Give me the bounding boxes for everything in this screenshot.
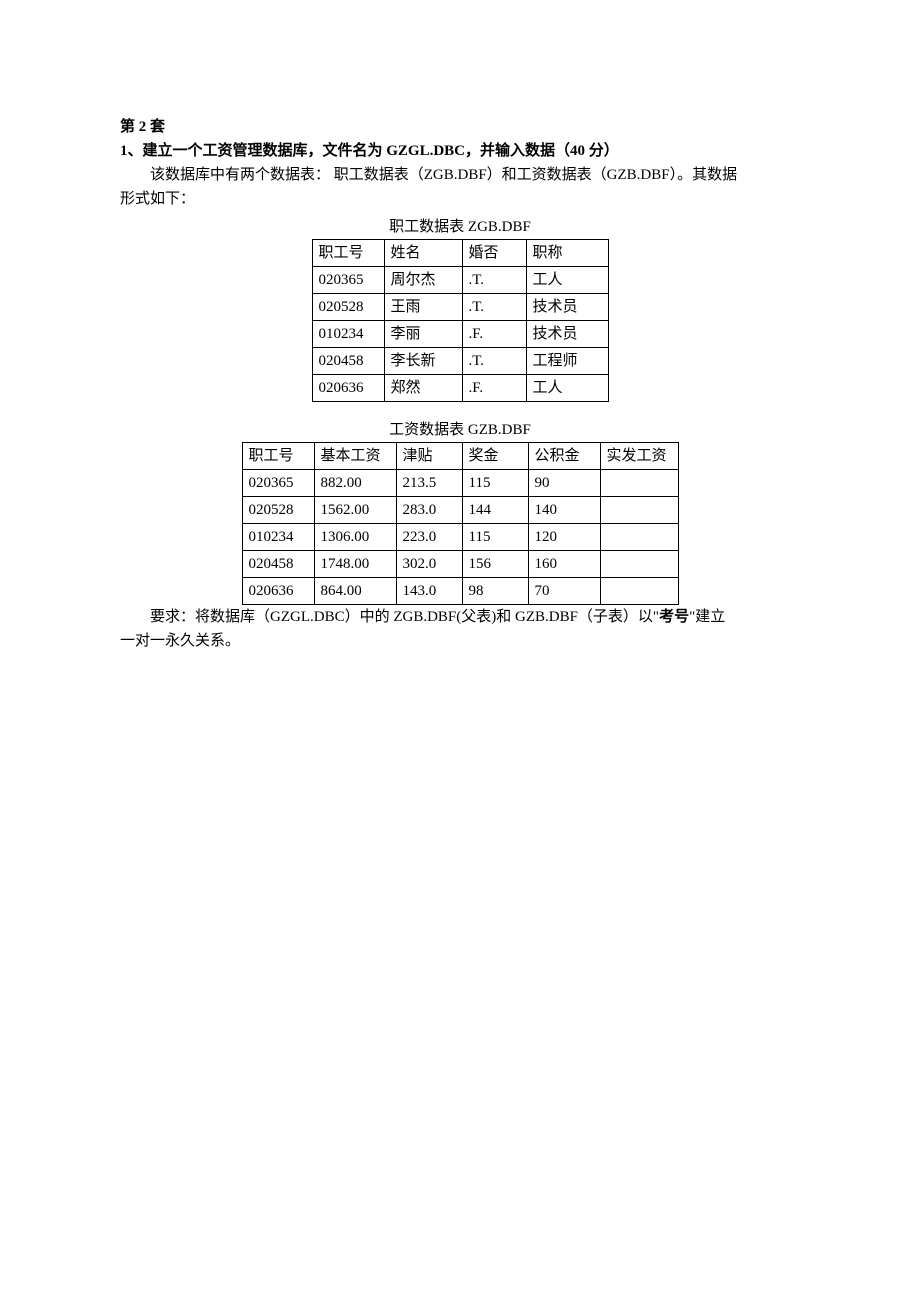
footer-pre: 要求：将数据库（GZGL.DBC）中的 ZGB.DBF(父表)和 GZB.DBF…	[150, 609, 659, 625]
footer-bold: 考号	[659, 609, 689, 625]
paragraph-intro: 该数据库中有两个数据表： 职工数据表（ZGB.DBF）和工资数据表（GZB.DB…	[120, 163, 800, 211]
table-header-cell: 婚否	[462, 240, 526, 267]
table-row: 010234 李丽 .F. 技术员	[312, 321, 608, 348]
table-cell: 283.0	[396, 497, 462, 524]
table-cell: 98	[462, 578, 528, 605]
table-cell: 020458	[312, 348, 384, 375]
table-cell: 1562.00	[314, 497, 396, 524]
table-row: 020528 1562.00 283.0 144 140	[242, 497, 678, 524]
table-cell: .T.	[462, 348, 526, 375]
table-cell: 020528	[242, 497, 314, 524]
table-cell: 1306.00	[314, 524, 396, 551]
table-cell	[600, 470, 678, 497]
table-cell: 工人	[526, 375, 608, 402]
table-cell: 90	[528, 470, 600, 497]
table-cell: 120	[528, 524, 600, 551]
table-row: 010234 1306.00 223.0 115 120	[242, 524, 678, 551]
table-cell: 郑然	[384, 375, 462, 402]
table-cell: 020458	[242, 551, 314, 578]
table-cell: 工程师	[526, 348, 608, 375]
table-cell: 技术员	[526, 294, 608, 321]
table-cell: 882.00	[314, 470, 396, 497]
footer-line1: 要求：将数据库（GZGL.DBC）中的 ZGB.DBF(父表)和 GZB.DBF…	[120, 605, 725, 629]
table-header-cell: 职工号	[242, 443, 314, 470]
table-cell	[600, 524, 678, 551]
table-cell: 李丽	[384, 321, 462, 348]
table-cell	[600, 497, 678, 524]
table-row: 020458 李长新 .T. 工程师	[312, 348, 608, 375]
table-row: 职工号 姓名 婚否 职称	[312, 240, 608, 267]
paragraph-intro-line1: 该数据库中有两个数据表： 职工数据表（ZGB.DBF）和工资数据表（GZB.DB…	[120, 163, 737, 187]
table-row: 020636 864.00 143.0 98 70	[242, 578, 678, 605]
table-cell: 140	[528, 497, 600, 524]
heading-task: 1、建立一个工资管理数据库，文件名为 GZGL.DBC，并输入数据（40 分）	[120, 139, 800, 163]
table-header-cell: 公积金	[528, 443, 600, 470]
table-cell: 70	[528, 578, 600, 605]
table-cell: 020636	[242, 578, 314, 605]
table-cell: 010234	[242, 524, 314, 551]
table-cell: 020365	[242, 470, 314, 497]
table-row: 020365 882.00 213.5 115 90	[242, 470, 678, 497]
table-cell: 115	[462, 524, 528, 551]
table-cell: 1748.00	[314, 551, 396, 578]
table-header-cell: 津贴	[396, 443, 462, 470]
table-cell: 302.0	[396, 551, 462, 578]
table-row: 020636 郑然 .F. 工人	[312, 375, 608, 402]
table-header-cell: 基本工资	[314, 443, 396, 470]
table-cell: 李长新	[384, 348, 462, 375]
table-row: 020528 王雨 .T. 技术员	[312, 294, 608, 321]
table-cell: 技术员	[526, 321, 608, 348]
table-header-cell: 奖金	[462, 443, 528, 470]
table-cell: 160	[528, 551, 600, 578]
table-row: 020365 周尔杰 .T. 工人	[312, 267, 608, 294]
table-cell: 周尔杰	[384, 267, 462, 294]
table-header-cell: 职称	[526, 240, 608, 267]
table-cell: 020365	[312, 267, 384, 294]
table-cell: .F.	[462, 321, 526, 348]
table-cell	[600, 578, 678, 605]
footer-paragraph: 要求：将数据库（GZGL.DBC）中的 ZGB.DBF(父表)和 GZB.DBF…	[120, 605, 800, 653]
heading-set: 第 2 套	[120, 115, 800, 139]
table-cell: 864.00	[314, 578, 396, 605]
table-cell: 020528	[312, 294, 384, 321]
table-row: 职工号 基本工资 津贴 奖金 公积金 实发工资	[242, 443, 678, 470]
table-cell: 010234	[312, 321, 384, 348]
table-cell: .F.	[462, 375, 526, 402]
table-cell: 213.5	[396, 470, 462, 497]
table-header-cell: 实发工资	[600, 443, 678, 470]
footer-line2: 一对一永久关系。	[120, 633, 240, 649]
table-zgb: 职工号 姓名 婚否 职称 020365 周尔杰 .T. 工人 020528 王雨…	[312, 239, 609, 402]
table-cell: 王雨	[384, 294, 462, 321]
table-cell: 223.0	[396, 524, 462, 551]
table2-title: 工资数据表 GZB.DBF	[120, 418, 800, 442]
table-cell: .T.	[462, 294, 526, 321]
table-cell: 156	[462, 551, 528, 578]
table-cell: 工人	[526, 267, 608, 294]
table-cell	[600, 551, 678, 578]
table-header-cell: 职工号	[312, 240, 384, 267]
footer-post: "建立	[689, 609, 725, 625]
table-cell: 020636	[312, 375, 384, 402]
paragraph-intro-line2: 形式如下：	[120, 191, 195, 207]
table-cell: 143.0	[396, 578, 462, 605]
table-cell: 144	[462, 497, 528, 524]
table-cell: .T.	[462, 267, 526, 294]
table-gzb: 职工号 基本工资 津贴 奖金 公积金 实发工资 020365 882.00 21…	[242, 442, 679, 605]
table1-title: 职工数据表 ZGB.DBF	[120, 215, 800, 239]
table-header-cell: 姓名	[384, 240, 462, 267]
table-cell: 115	[462, 470, 528, 497]
table-row: 020458 1748.00 302.0 156 160	[242, 551, 678, 578]
